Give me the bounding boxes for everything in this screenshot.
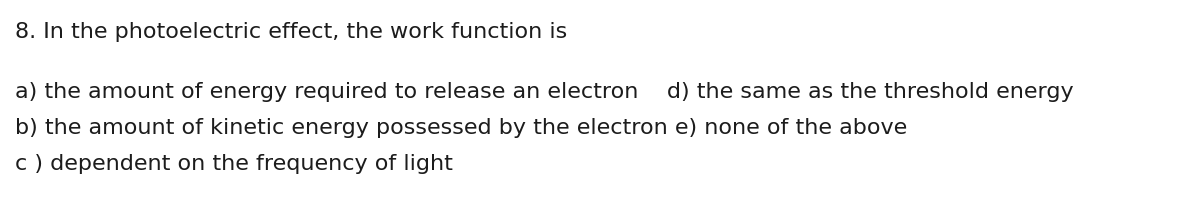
Text: c ) dependent on the frequency of light: c ) dependent on the frequency of light — [14, 154, 452, 174]
Text: a) the amount of energy required to release an electron    d) the same as the th: a) the amount of energy required to rele… — [14, 82, 1074, 102]
Text: b) the amount of kinetic energy possessed by the electron e) none of the above: b) the amount of kinetic energy possesse… — [14, 118, 907, 138]
Text: 8. In the photoelectric effect, the work function is: 8. In the photoelectric effect, the work… — [14, 22, 568, 42]
